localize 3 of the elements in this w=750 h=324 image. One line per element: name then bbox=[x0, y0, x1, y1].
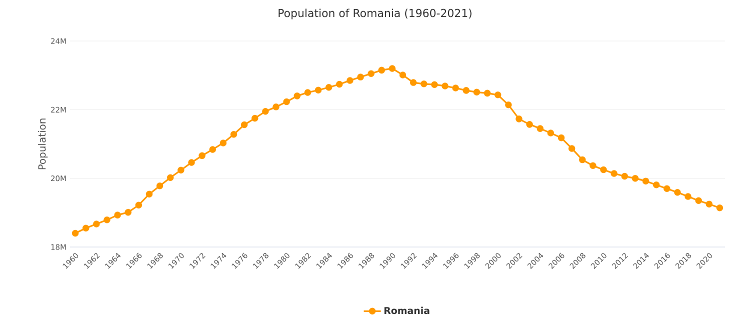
legend-label: Romania bbox=[384, 306, 430, 314]
chart-title: Population of Romania (1960-2021) bbox=[278, 8, 472, 20]
y-axis-title: Population bbox=[38, 118, 48, 170]
